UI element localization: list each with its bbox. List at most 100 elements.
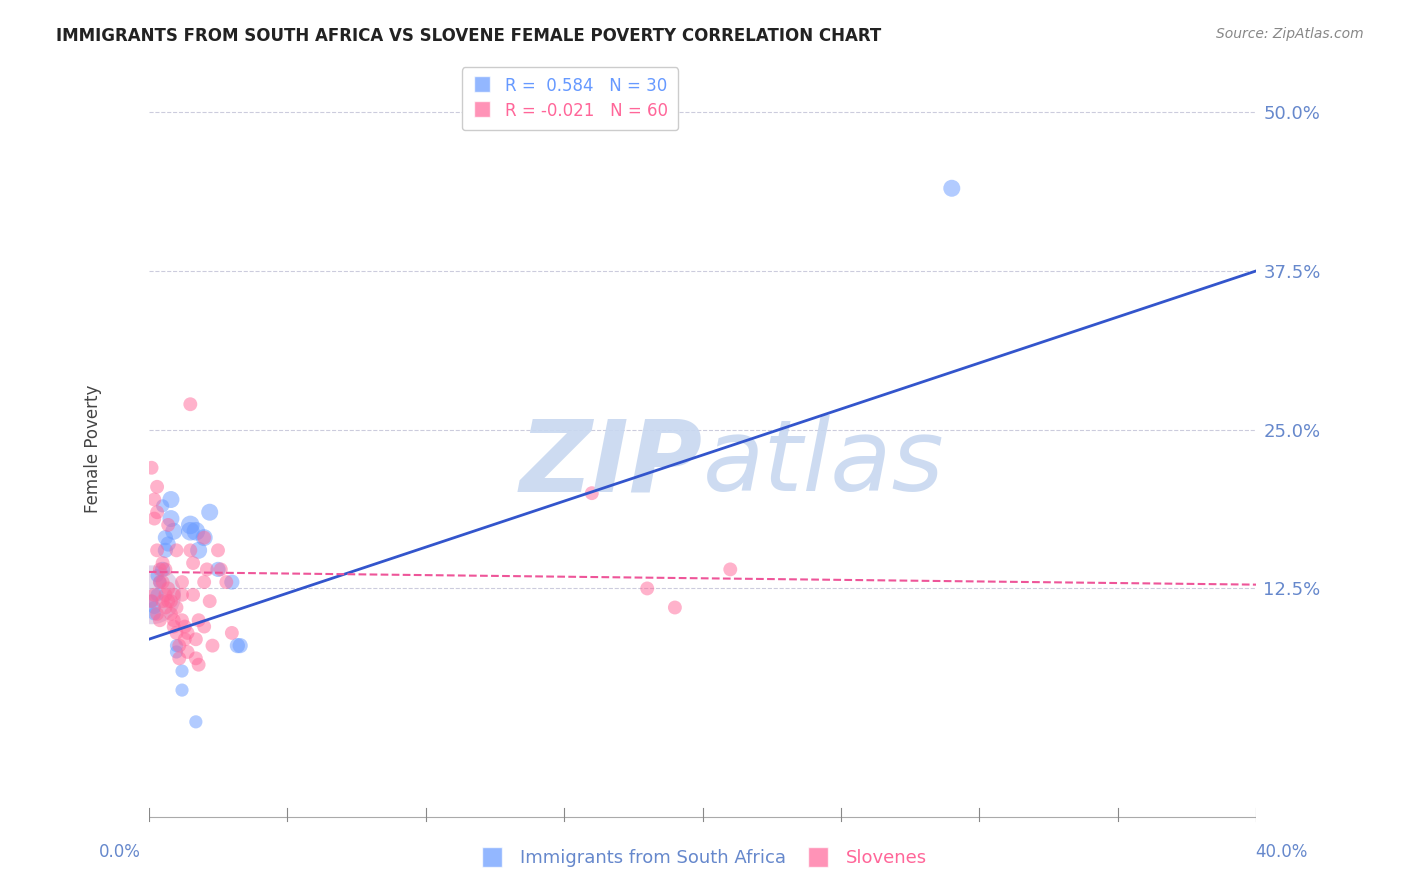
Point <box>157 517 180 532</box>
Point <box>170 575 193 590</box>
Point <box>143 492 166 507</box>
Point <box>143 607 166 621</box>
Point <box>155 531 177 545</box>
Text: 40.0%: 40.0% <box>1256 843 1308 861</box>
Point <box>155 543 177 558</box>
Point <box>152 562 174 576</box>
Point <box>141 594 163 608</box>
Point <box>166 626 188 640</box>
Point <box>221 626 243 640</box>
Point <box>146 543 169 558</box>
Point <box>155 562 177 576</box>
Point <box>149 575 172 590</box>
Point <box>176 626 198 640</box>
Point <box>143 511 166 525</box>
Point <box>198 505 221 519</box>
Point <box>166 543 188 558</box>
Point <box>176 645 198 659</box>
Point <box>184 651 207 665</box>
Point <box>167 651 190 665</box>
Point <box>718 562 741 576</box>
Point <box>141 460 163 475</box>
Point <box>155 600 177 615</box>
Point <box>152 575 174 590</box>
Point <box>170 683 193 698</box>
Point <box>184 714 207 729</box>
Point <box>636 582 658 596</box>
Point <box>207 543 229 558</box>
Point <box>170 588 193 602</box>
Point <box>221 575 243 590</box>
Point <box>141 594 163 608</box>
Point <box>173 619 195 633</box>
Point <box>152 594 174 608</box>
Point <box>166 639 188 653</box>
Point <box>149 613 172 627</box>
Point <box>179 397 201 411</box>
Point <box>170 664 193 678</box>
Text: IMMIGRANTS FROM SOUTH AFRICA VS SLOVENE FEMALE POVERTY CORRELATION CHART: IMMIGRANTS FROM SOUTH AFRICA VS SLOVENE … <box>56 27 882 45</box>
Text: atlas: atlas <box>703 415 945 512</box>
Point <box>193 575 215 590</box>
Point <box>193 619 215 633</box>
Point <box>152 499 174 513</box>
Text: Source: ZipAtlas.com: Source: ZipAtlas.com <box>1216 27 1364 41</box>
Point <box>167 639 190 653</box>
Point <box>215 575 238 590</box>
Point <box>155 588 177 602</box>
Point <box>157 537 180 551</box>
Point <box>187 543 209 558</box>
Point <box>160 511 183 525</box>
Point <box>163 619 186 633</box>
Point <box>166 600 188 615</box>
Text: Female Poverty: Female Poverty <box>84 384 103 513</box>
Point <box>170 613 193 627</box>
Point <box>146 480 169 494</box>
Text: ZIP: ZIP <box>520 415 703 512</box>
Point <box>198 594 221 608</box>
Point <box>207 562 229 576</box>
Point <box>181 588 204 602</box>
Point <box>149 575 172 590</box>
Legend: Immigrants from South Africa, Slovenes: Immigrants from South Africa, Slovenes <box>471 842 935 874</box>
Point <box>226 639 249 653</box>
Point <box>160 492 183 507</box>
Point <box>157 582 180 596</box>
Point <box>163 588 186 602</box>
Point <box>141 588 163 602</box>
Point <box>146 505 169 519</box>
Point <box>195 562 218 576</box>
Point <box>163 613 186 627</box>
Point <box>181 556 204 570</box>
Point <box>152 556 174 570</box>
Point <box>209 562 232 576</box>
Point <box>179 517 201 532</box>
Point <box>184 524 207 539</box>
Text: 0.0%: 0.0% <box>98 843 141 861</box>
Point <box>187 613 209 627</box>
Point <box>146 588 169 602</box>
Point <box>179 543 201 558</box>
Point <box>179 524 201 539</box>
Point <box>149 562 172 576</box>
Point <box>160 607 183 621</box>
Point <box>187 657 209 672</box>
Point <box>143 588 166 602</box>
Point <box>163 524 186 539</box>
Point <box>173 632 195 647</box>
Point <box>941 181 963 195</box>
Point <box>143 600 166 615</box>
Point <box>664 600 686 615</box>
Point <box>160 594 183 608</box>
Point <box>146 607 169 621</box>
Point <box>166 645 188 659</box>
Point <box>157 594 180 608</box>
Point <box>193 531 215 545</box>
Point <box>184 632 207 647</box>
Point <box>146 568 169 582</box>
Point <box>581 486 603 500</box>
Point <box>193 531 215 545</box>
Legend: R =  0.584   N = 30, R = -0.021   N = 60: R = 0.584 N = 30, R = -0.021 N = 60 <box>461 67 678 130</box>
Point <box>201 639 224 653</box>
Point <box>229 639 252 653</box>
